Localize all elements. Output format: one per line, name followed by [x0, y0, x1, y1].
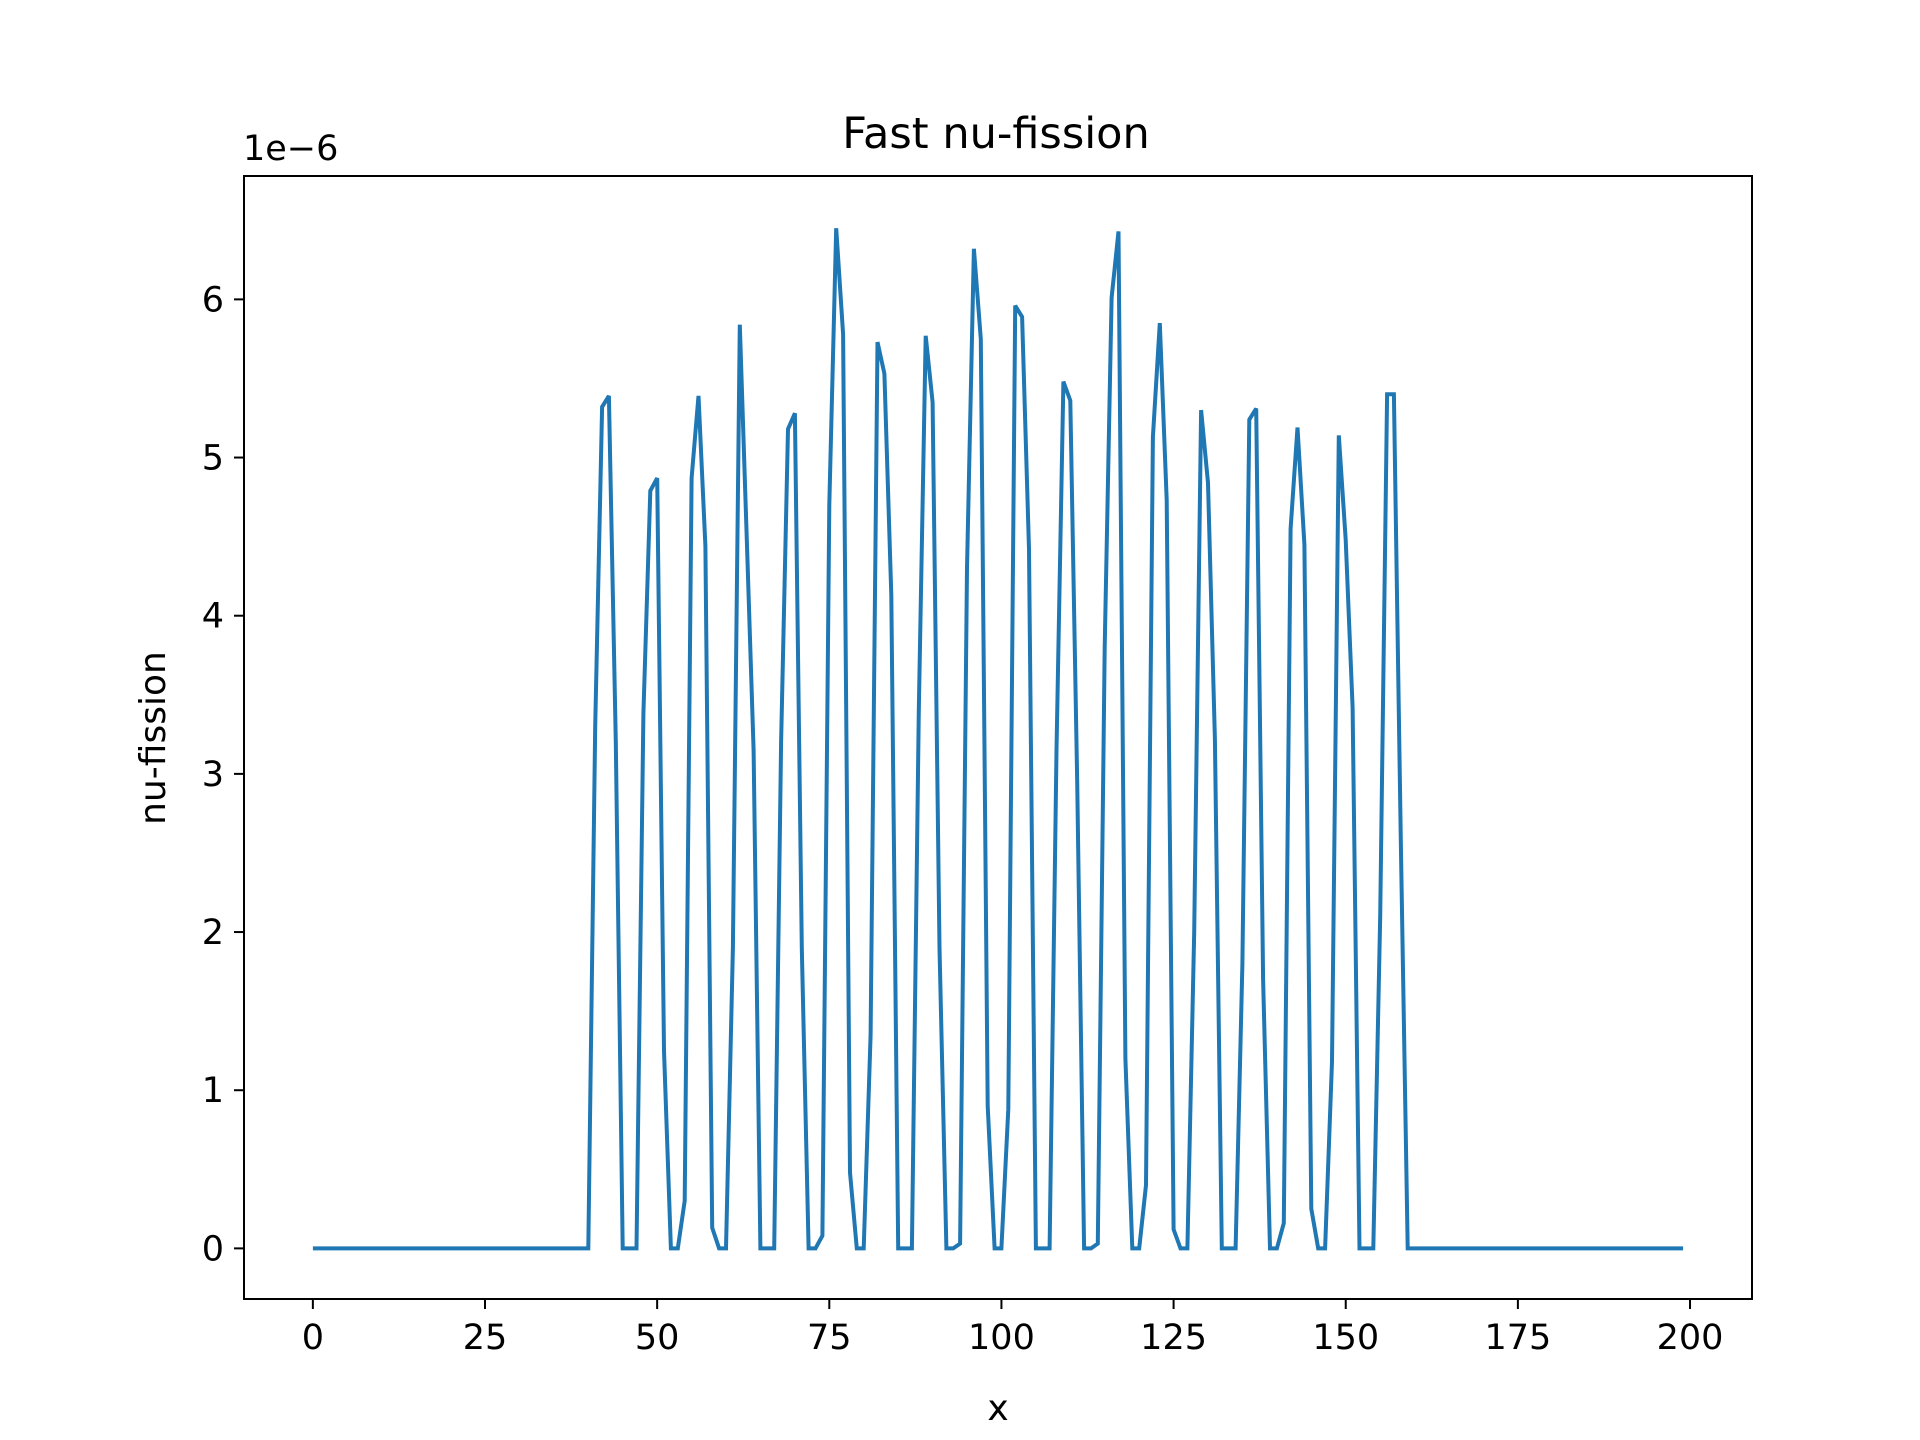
- x-axis: 0 25 50 75 100 125 150 175 200: [302, 1299, 1724, 1358]
- plot-frame: [243, 175, 1753, 1300]
- y-tick-label: 3: [202, 755, 224, 795]
- x-tick-label: 50: [635, 1318, 680, 1358]
- y-axis-title: nu-fission: [133, 651, 174, 825]
- x-tick-label: 75: [807, 1318, 852, 1358]
- y-tick-label: 2: [202, 913, 224, 953]
- x-axis-title: x: [987, 1388, 1008, 1429]
- y-tick-label: 6: [202, 280, 224, 320]
- y-axis: 0 1 2 3 4 5 6: [202, 280, 244, 1269]
- plot-area: [312, 228, 1684, 1251]
- y-tick-label: 4: [202, 597, 224, 637]
- x-tick-label: 100: [968, 1318, 1035, 1358]
- x-tick-label: 125: [1140, 1318, 1207, 1358]
- y-tick-label: 1: [202, 1071, 224, 1111]
- chart-title: Fast nu-fission: [842, 109, 1150, 159]
- y-tick-label: 5: [202, 439, 224, 479]
- x-tick-label: 150: [1312, 1318, 1379, 1358]
- series-line: [312, 228, 1684, 1251]
- x-tick-label: 25: [463, 1318, 508, 1358]
- y-offset-label: 1e−6: [243, 129, 338, 169]
- x-tick-label: 175: [1484, 1318, 1551, 1358]
- x-tick-label: 200: [1657, 1318, 1724, 1358]
- y-tick-label: 0: [202, 1229, 224, 1269]
- x-tick-label: 0: [302, 1318, 324, 1358]
